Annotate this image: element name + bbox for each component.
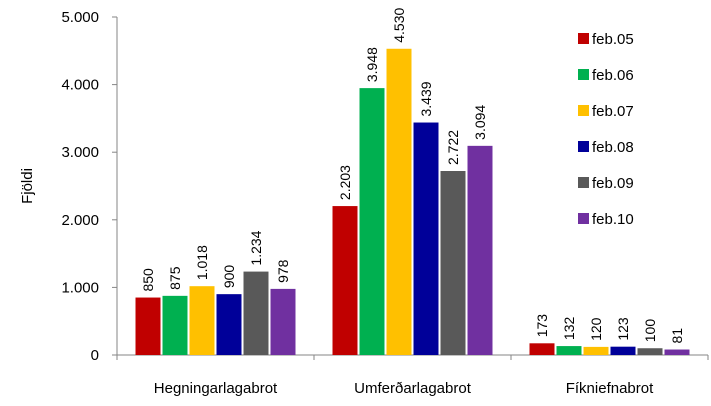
bar-feb-06-2 (556, 346, 582, 355)
data-label: 81 (669, 328, 685, 344)
bar-feb-10-2 (664, 349, 690, 355)
bar-feb-06-1 (359, 88, 385, 355)
bar-feb-08-2 (610, 346, 636, 355)
bar-feb-05-0 (135, 297, 161, 355)
y-tick-label: 4.000 (61, 77, 99, 94)
data-label: 2.722 (445, 130, 461, 165)
data-label: 123 (615, 317, 631, 341)
bar-feb-05-2 (529, 343, 555, 355)
bar-feb-07-0 (189, 286, 215, 355)
legend-label: feb.05 (592, 31, 634, 48)
y-tick-label: 0 (91, 347, 99, 364)
bar-feb-09-1 (440, 170, 466, 355)
legend-swatch (578, 141, 589, 152)
y-tick-label: 5.000 (61, 9, 99, 26)
data-label: 850 (140, 268, 156, 292)
y-tick-label: 1.000 (61, 279, 99, 296)
legend-label: feb.07 (592, 103, 634, 120)
legend-label: feb.06 (592, 67, 634, 84)
bar-feb-07-2 (583, 346, 609, 355)
bar-feb-08-0 (216, 294, 242, 355)
data-label: 120 (588, 317, 604, 341)
data-label: 100 (642, 319, 658, 343)
bar-feb-09-2 (637, 348, 663, 355)
y-axis-title: Fjöldi (19, 168, 36, 204)
legend-swatch (578, 33, 589, 44)
data-label: 173 (534, 314, 550, 338)
data-label: 132 (561, 317, 577, 341)
data-label: 1.018 (194, 245, 210, 280)
data-label: 875 (167, 266, 183, 290)
x-tick-label: Umferðarlagabrot (354, 380, 472, 397)
data-label: 4.530 (391, 8, 407, 43)
data-label: 3.948 (364, 47, 380, 82)
data-label: 978 (275, 259, 291, 283)
bar-feb-10-0 (270, 288, 296, 355)
bar-feb-08-1 (413, 122, 439, 356)
legend-label: feb.10 (592, 211, 634, 228)
bar-feb-09-0 (243, 271, 269, 355)
legend-swatch (578, 105, 589, 116)
y-tick-label: 3.000 (61, 144, 99, 161)
data-label: 3.094 (472, 105, 488, 140)
legend-label: feb.09 (592, 175, 634, 192)
data-label: 2.203 (337, 165, 353, 200)
data-label: 3.439 (418, 81, 434, 116)
x-tick-label: Hegningarlagabrot (154, 380, 278, 397)
bar-feb-10-1 (467, 145, 493, 355)
data-label: 1.234 (248, 230, 264, 265)
legend-swatch (578, 69, 589, 80)
bar-feb-06-0 (162, 295, 188, 355)
legend-swatch (578, 177, 589, 188)
data-label: 900 (221, 265, 237, 289)
legend-swatch (578, 213, 589, 224)
bar-feb-05-1 (332, 206, 358, 355)
x-tick-label: Fíkniefnabrot (566, 380, 654, 397)
bar-feb-07-1 (386, 48, 412, 355)
legend-label: feb.08 (592, 139, 634, 156)
y-tick-label: 2.000 (61, 212, 99, 229)
